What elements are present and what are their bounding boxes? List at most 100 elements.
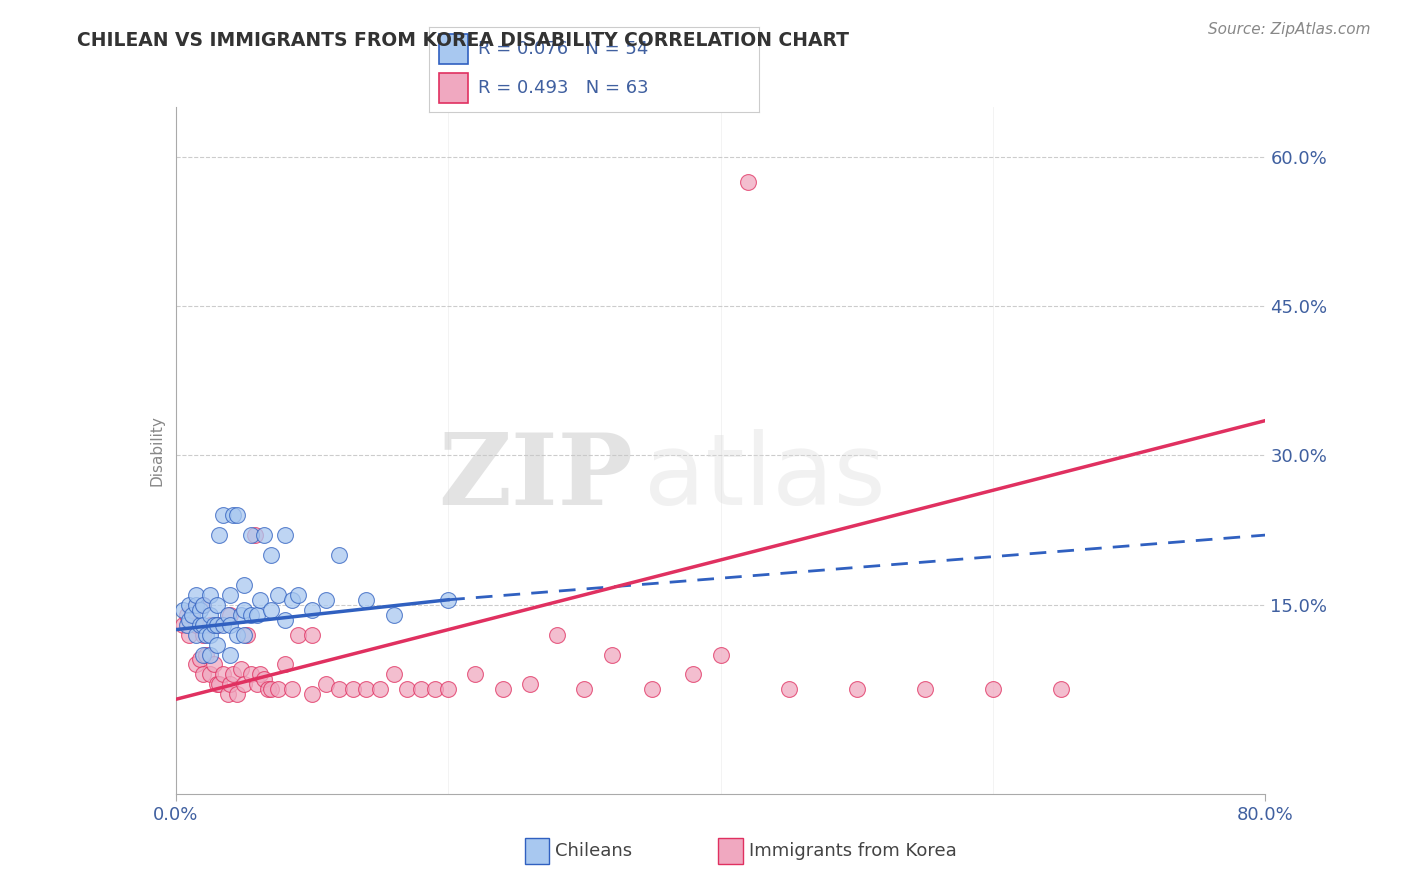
Point: [194, 648, 217, 662]
Point: [202, 617, 225, 632]
Point: [243, 528, 266, 542]
Point: [301, 627, 323, 641]
Point: [267, 682, 290, 697]
Point: [226, 687, 249, 701]
Point: [191, 598, 214, 612]
Point: [188, 603, 211, 617]
Point: [356, 592, 378, 607]
Point: [574, 682, 596, 697]
Point: [219, 607, 242, 622]
Point: [222, 508, 245, 523]
Point: [188, 652, 211, 666]
Point: [423, 682, 446, 697]
Point: [274, 528, 297, 542]
Point: [186, 627, 208, 641]
Point: [1050, 682, 1073, 697]
Point: [198, 588, 221, 602]
Text: Immigrants from Korea: Immigrants from Korea: [749, 842, 956, 860]
Point: [274, 613, 297, 627]
Point: [179, 598, 201, 612]
Point: [274, 657, 297, 672]
Point: [198, 648, 221, 662]
Point: [186, 598, 208, 612]
Point: [249, 592, 271, 607]
Point: [260, 603, 283, 617]
Point: [179, 613, 201, 627]
Point: [253, 673, 276, 687]
Point: [246, 677, 269, 691]
Point: [205, 638, 228, 652]
Text: ZIP: ZIP: [439, 429, 633, 526]
Point: [301, 603, 323, 617]
Point: [226, 627, 249, 641]
Point: [219, 648, 242, 662]
Point: [246, 607, 269, 622]
Point: [328, 548, 350, 562]
Text: R = 0.493   N = 63: R = 0.493 N = 63: [478, 78, 650, 96]
Y-axis label: Disability: Disability: [149, 415, 165, 486]
Point: [198, 617, 221, 632]
Point: [267, 588, 290, 602]
Point: [232, 627, 254, 641]
Point: [217, 687, 239, 701]
Point: [437, 682, 460, 697]
Point: [914, 682, 936, 697]
Point: [253, 528, 276, 542]
Point: [231, 663, 253, 677]
Point: [212, 667, 235, 681]
Point: [641, 682, 664, 697]
Point: [778, 682, 800, 697]
FancyBboxPatch shape: [439, 72, 468, 103]
Point: [217, 607, 239, 622]
Point: [202, 657, 225, 672]
Point: [368, 682, 391, 697]
Text: Chileans: Chileans: [555, 842, 633, 860]
Point: [208, 528, 231, 542]
Point: [260, 548, 283, 562]
Point: [198, 667, 221, 681]
Point: [845, 682, 868, 697]
Point: [226, 508, 249, 523]
Point: [219, 617, 242, 632]
Point: [737, 175, 759, 189]
Point: [287, 588, 309, 602]
Point: [239, 667, 262, 681]
Point: [186, 617, 208, 632]
Point: [179, 627, 201, 641]
Point: [239, 607, 262, 622]
Point: [172, 603, 194, 617]
Point: [205, 617, 228, 632]
Point: [315, 677, 337, 691]
Point: [198, 607, 221, 622]
Point: [208, 677, 231, 691]
Point: [219, 677, 242, 691]
Point: [176, 617, 198, 632]
Text: atlas: atlas: [644, 429, 886, 526]
Point: [600, 648, 623, 662]
Point: [356, 682, 378, 697]
Point: [519, 677, 541, 691]
Point: [219, 588, 242, 602]
Point: [301, 687, 323, 701]
Point: [682, 667, 704, 681]
Point: [186, 588, 208, 602]
Point: [280, 682, 302, 697]
Point: [287, 627, 309, 641]
Point: [191, 648, 214, 662]
Point: [205, 598, 228, 612]
Point: [437, 592, 460, 607]
FancyBboxPatch shape: [718, 838, 742, 864]
Text: CHILEAN VS IMMIGRANTS FROM KOREA DISABILITY CORRELATION CHART: CHILEAN VS IMMIGRANTS FROM KOREA DISABIL…: [77, 31, 849, 50]
Point: [396, 682, 419, 697]
Point: [409, 682, 432, 697]
Point: [382, 667, 405, 681]
FancyBboxPatch shape: [439, 34, 468, 64]
Point: [198, 627, 221, 641]
Point: [710, 648, 733, 662]
Point: [188, 617, 211, 632]
Point: [315, 592, 337, 607]
Point: [257, 682, 280, 697]
Point: [232, 677, 254, 691]
Point: [186, 657, 208, 672]
Point: [212, 508, 235, 523]
